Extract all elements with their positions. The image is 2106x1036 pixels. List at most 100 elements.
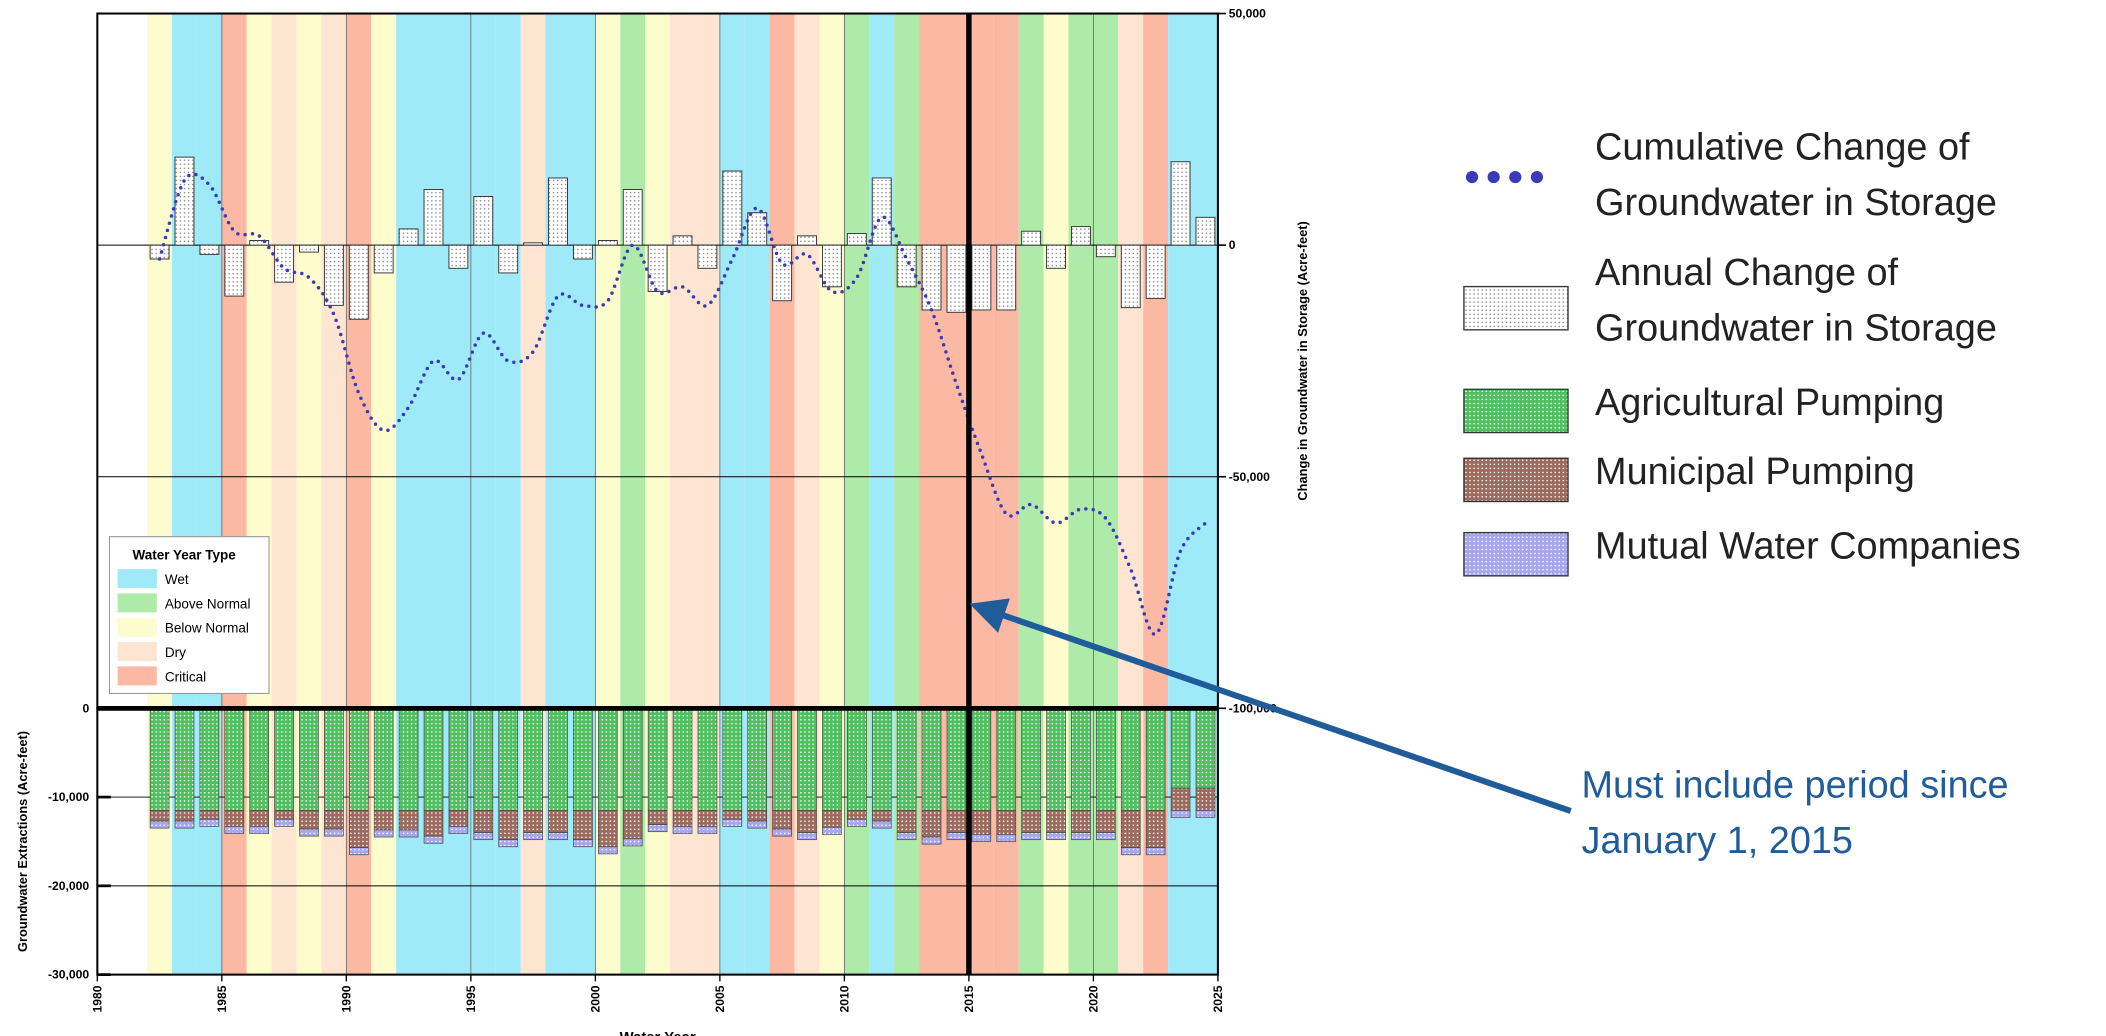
y-tick-label: -30,000 xyxy=(48,968,89,982)
extraction-bar xyxy=(598,707,618,811)
legend-label: Below Normal xyxy=(165,621,249,636)
extraction-bar xyxy=(896,832,917,841)
legend-label-box: Agricultural Pumping xyxy=(1595,381,1945,424)
extraction-bar xyxy=(174,820,195,829)
extraction-bar xyxy=(373,707,394,811)
extraction-bar xyxy=(274,818,294,827)
extraction-bar xyxy=(971,834,992,842)
extraction-bar xyxy=(498,810,519,841)
annual-change-bar xyxy=(373,244,394,274)
year-type-band xyxy=(1168,13,1194,975)
annual-change-bar xyxy=(249,240,270,246)
extraction-bar xyxy=(1096,707,1116,811)
annual-change-bar xyxy=(871,177,892,246)
extraction-bar xyxy=(1071,810,1091,833)
extraction-bar xyxy=(573,839,593,848)
extraction-bar xyxy=(199,818,220,827)
legend-label-box: Municipal Pumping xyxy=(1595,450,1915,492)
extraction-bar xyxy=(199,707,220,811)
extraction-bar xyxy=(996,834,1017,842)
legend-label-box: Annual Change of Groundwater in Storage xyxy=(1595,251,1997,348)
extraction-bar xyxy=(971,810,992,835)
extraction-bar xyxy=(1046,810,1066,833)
extraction-bar xyxy=(647,707,668,811)
extraction-bar xyxy=(622,810,643,840)
y-tick-label: -20,000 xyxy=(48,879,89,893)
annotation-text: Must include period since January 1, 201… xyxy=(1581,763,2009,861)
legend-line-dot xyxy=(1509,171,1522,184)
year-type-band xyxy=(844,13,870,975)
annual-change-bar xyxy=(921,244,942,311)
x-tick-label: 2025 xyxy=(1211,985,1225,1012)
extraction-bar xyxy=(548,707,568,811)
extraction-bar xyxy=(747,707,768,811)
extraction-bar xyxy=(946,707,967,811)
extraction-bar xyxy=(473,810,494,833)
extraction-bar xyxy=(921,707,942,811)
extraction-bar xyxy=(174,707,195,811)
extraction-bar xyxy=(348,707,369,811)
legend-label: Above Normal xyxy=(165,596,251,611)
annual-change-bar xyxy=(772,244,793,302)
legend-swatch xyxy=(117,666,157,686)
annotation-text-box: Must include period since January 1, 201… xyxy=(1581,763,2009,861)
extraction-bar xyxy=(1195,810,1216,818)
legend-title: Water Year Type xyxy=(132,548,236,563)
extraction-bar xyxy=(822,810,842,828)
legend-label: Critical xyxy=(165,669,206,684)
legend-line-dot xyxy=(1487,171,1500,184)
extraction-bar xyxy=(797,832,817,841)
extraction-bar xyxy=(523,707,543,811)
extraction-bar xyxy=(573,810,593,841)
extraction-bar xyxy=(249,826,269,834)
extraction-bar xyxy=(398,810,419,831)
legend-label: Agricultural Pumping xyxy=(1595,381,1945,424)
extraction-bar xyxy=(523,832,543,841)
extraction-bar xyxy=(722,707,743,811)
extraction-bar xyxy=(1071,832,1091,841)
annual-change-bar xyxy=(473,196,494,246)
extraction-bar xyxy=(797,810,817,833)
extraction-bar xyxy=(1096,832,1116,841)
extraction-bar xyxy=(672,826,693,834)
extraction-bar xyxy=(1046,707,1066,811)
annual-change-bar xyxy=(423,189,444,246)
extraction-bar xyxy=(996,707,1017,811)
legend-swatch xyxy=(117,642,157,662)
extraction-bar xyxy=(1120,810,1141,849)
extraction-bar xyxy=(324,810,344,830)
year-type-band xyxy=(271,13,297,975)
y-tick-label: 0 xyxy=(82,701,89,715)
extraction-bar xyxy=(348,810,369,849)
legend-label: Dry xyxy=(165,645,186,660)
annual-change-bar xyxy=(548,177,568,246)
annual-change-bar xyxy=(821,244,842,288)
x-tick-label: 2010 xyxy=(837,985,851,1012)
legend-label-box: Mutual Water Companies xyxy=(1595,524,2021,566)
extraction-bar xyxy=(822,707,842,811)
annual-change-bar xyxy=(149,244,170,260)
extraction-bar xyxy=(672,810,693,827)
extraction-bar xyxy=(946,832,967,841)
annual-change-bar xyxy=(1046,244,1066,269)
extraction-bar xyxy=(1195,787,1216,811)
extraction-bar xyxy=(971,707,992,811)
extraction-bar xyxy=(448,826,469,834)
extraction-bar xyxy=(548,810,568,833)
x-tick-label: 1985 xyxy=(215,985,229,1012)
extraction-bar xyxy=(672,707,693,811)
extraction-bar xyxy=(149,707,170,811)
cumulative-line xyxy=(157,172,1208,636)
legend-line-dot xyxy=(1465,171,1479,184)
legend-swatch xyxy=(1463,285,1569,331)
x-tick-label: 1990 xyxy=(339,985,353,1012)
extraction-bar xyxy=(1021,707,1041,811)
extraction-bar xyxy=(373,829,394,838)
annual-change-bar xyxy=(647,244,668,292)
extraction-bar xyxy=(772,828,792,837)
extraction-bar xyxy=(299,707,319,811)
extraction-bar xyxy=(871,707,892,811)
extraction-bar xyxy=(199,810,220,820)
annual-change-bar xyxy=(946,244,967,313)
